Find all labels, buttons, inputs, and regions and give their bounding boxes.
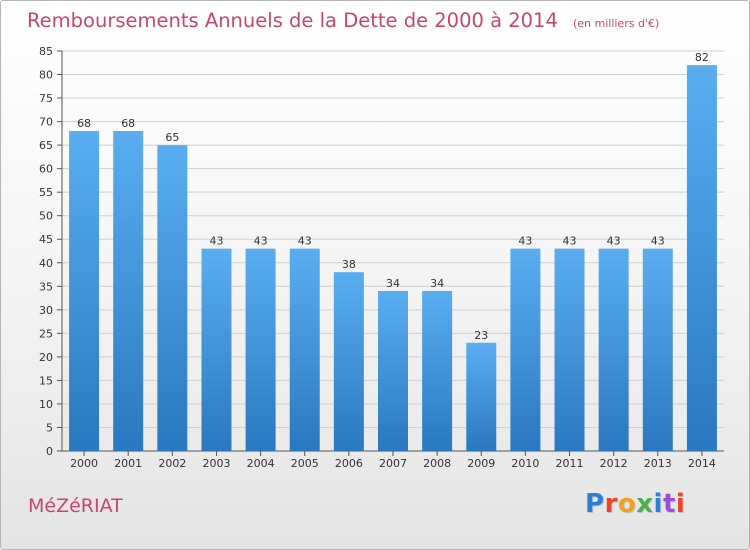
bar [686, 65, 717, 451]
x-tick-label: 2014 [688, 457, 716, 470]
x-tick-label: 2006 [335, 457, 363, 470]
brand-logo-letter: o [617, 489, 637, 519]
brand-logo: Proxiti [585, 489, 685, 519]
data-label: 82 [695, 51, 709, 64]
x-tick-label: 2004 [247, 457, 275, 470]
brand-logo-letter: P [585, 489, 605, 519]
data-label: 43 [209, 235, 223, 248]
y-tick-label: 70 [39, 116, 53, 129]
bar [598, 248, 629, 451]
bar [333, 272, 364, 451]
data-label: 34 [430, 277, 444, 290]
x-tick-label: 2013 [644, 457, 672, 470]
brand-logo-letter: x [636, 489, 654, 519]
bar [466, 342, 497, 451]
bar [69, 131, 100, 451]
data-label: 65 [165, 131, 179, 144]
x-tick-label: 2007 [379, 457, 407, 470]
data-label: 43 [298, 235, 312, 248]
y-tick-label: 20 [39, 351, 53, 364]
brand-logo-letter: i [653, 489, 663, 519]
bar [289, 248, 320, 451]
bar [201, 248, 232, 451]
data-label: 43 [563, 235, 577, 248]
y-tick-label: 40 [39, 257, 53, 270]
brand-logo-letter: t [662, 489, 676, 519]
y-tick-label: 55 [39, 186, 53, 199]
y-tick-label: 0 [46, 445, 53, 458]
bar [378, 291, 408, 451]
x-tick-label: 2001 [114, 457, 142, 470]
data-label: 68 [121, 117, 135, 130]
data-label: 43 [607, 235, 621, 248]
chart-subtitle: (en milliers d'€) [572, 17, 660, 30]
x-tick-label: 2002 [158, 457, 186, 470]
y-tick-label: 25 [39, 327, 53, 340]
data-label: 43 [651, 235, 665, 248]
chart-title: Remboursements Annuels de la Dette de 20… [27, 9, 558, 32]
x-tick-label: 2009 [467, 457, 495, 470]
y-tick-label: 5 [46, 421, 53, 434]
data-label: 34 [386, 277, 400, 290]
y-tick-label: 45 [39, 233, 53, 246]
bar [157, 145, 188, 451]
data-label: 38 [342, 258, 356, 271]
y-tick-label: 60 [39, 163, 53, 176]
y-tick-label: 35 [39, 280, 53, 293]
chart-title-row: Remboursements Annuels de la Dette de 20… [27, 9, 659, 32]
x-tick-label: 2010 [511, 457, 539, 470]
commune-name: MéZéRIAT [28, 495, 123, 517]
data-label: 68 [77, 117, 91, 130]
y-tick-label: 75 [39, 92, 53, 105]
bar [642, 248, 673, 451]
y-tick-label: 10 [39, 398, 53, 411]
y-tick-label: 65 [39, 139, 53, 152]
data-label: 43 [254, 235, 268, 248]
brand-logo-letter: i [675, 489, 686, 519]
x-tick-label: 2008 [423, 457, 451, 470]
x-tick-label: 2011 [556, 457, 584, 470]
data-label: 23 [474, 329, 488, 342]
brand-logo-letter: r [604, 489, 618, 519]
y-tick-label: 15 [39, 374, 53, 387]
bar [554, 248, 585, 451]
y-tick-label: 85 [39, 45, 53, 58]
y-tick-label: 50 [39, 210, 53, 223]
bar [422, 291, 453, 451]
bar [113, 131, 144, 451]
x-tick-label: 2000 [70, 457, 98, 470]
bar [245, 248, 276, 451]
data-label: 43 [518, 235, 532, 248]
bar [510, 248, 541, 451]
x-tick-label: 2003 [202, 457, 230, 470]
x-tick-label: 2005 [291, 457, 319, 470]
x-tick-label: 2012 [600, 457, 628, 470]
y-tick-label: 30 [39, 304, 53, 317]
y-tick-label: 80 [39, 69, 53, 82]
